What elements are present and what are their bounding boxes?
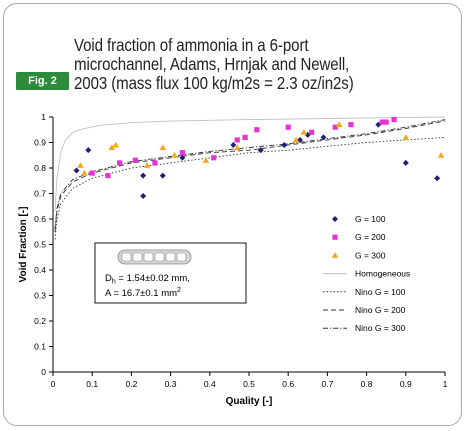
x-tick-label: 0.1: [86, 379, 98, 389]
data-point-g-100: [434, 175, 441, 182]
channel-port: [121, 252, 132, 262]
y-tick-label: 0.1: [34, 342, 46, 352]
legend-marker: [332, 234, 338, 240]
x-tick-label: 0.7: [321, 379, 333, 389]
y-tick-label: 0: [41, 367, 46, 377]
data-point-g-200: [179, 150, 185, 156]
data-point-g-300: [108, 144, 116, 151]
series-line-nino-g-300: [54, 119, 446, 230]
legend-label: Nino G = 100: [355, 287, 406, 297]
series-line-nino-g-200: [54, 120, 446, 232]
y-tick-label: 0.3: [34, 291, 46, 301]
y-tick-label: 1: [41, 112, 46, 122]
data-point-g-200: [391, 116, 397, 123]
x-tick-label: 0.3: [165, 379, 177, 389]
data-point-g-200: [332, 124, 338, 130]
data-point-g-300: [112, 141, 120, 148]
data-point-g-300: [402, 134, 410, 140]
y-tick-label: 0.8: [34, 163, 46, 173]
legend-label: Homogeneous: [355, 269, 410, 279]
channel-port: [132, 252, 143, 262]
data-point-g-300: [143, 162, 151, 168]
title-line-1: Void fraction of ammonia in a 6-port: [74, 35, 309, 55]
channel-port: [165, 252, 176, 262]
data-point-g-300: [171, 151, 178, 158]
data-point-g-300: [159, 144, 167, 151]
legend-label: Nino G = 300: [355, 323, 406, 333]
data-point-g-200: [242, 134, 248, 140]
channel-port: [176, 252, 187, 262]
data-point-g-200: [309, 129, 315, 135]
legend-label: G = 200: [355, 232, 386, 242]
data-point-g-100: [140, 193, 147, 200]
data-point-g-300: [77, 162, 84, 168]
x-tick-label: 0.6: [282, 379, 294, 389]
legend-label: G = 100: [355, 214, 386, 224]
data-point-g-200: [254, 127, 260, 133]
data-point-g-300: [292, 136, 300, 143]
data-point-g-200: [383, 119, 389, 125]
data-point-g-300: [437, 151, 445, 158]
data-point-g-200: [105, 173, 111, 179]
data-point-g-300: [335, 121, 343, 128]
data-point-g-300: [233, 144, 241, 151]
data-point-g-100: [281, 142, 288, 149]
legend-marker: [332, 216, 338, 222]
y-tick-label: 0.9: [34, 138, 46, 148]
data-point-g-200: [89, 170, 95, 176]
y-axis-label: Void Fraction [-]: [18, 207, 29, 283]
data-point-g-100: [159, 172, 166, 179]
data-point-g-100: [179, 154, 186, 161]
data-point-g-200: [234, 137, 240, 143]
data-point-g-100: [402, 159, 409, 166]
series-line-nino-g-100: [54, 136, 446, 240]
legend-label: Nino G = 200: [355, 305, 406, 315]
y-tick-label: 0.2: [34, 316, 46, 326]
annotation-area: A = 16.7±0.1 mm2: [105, 287, 181, 299]
data-point-g-100: [257, 147, 264, 154]
figure-frame: [3, 3, 462, 426]
legend-label: G = 300: [355, 250, 386, 260]
data-point-g-300: [300, 129, 308, 135]
x-tick-label: 0.4: [204, 379, 216, 389]
channel-port: [154, 252, 165, 262]
data-point-g-300: [81, 169, 88, 176]
data-point-g-100: [85, 147, 92, 154]
y-tick-label: 0.6: [34, 214, 46, 224]
x-tick-label: 0: [51, 379, 56, 389]
data-point-g-300: [202, 157, 210, 163]
data-point-g-100: [230, 142, 237, 149]
legend-marker: [331, 252, 339, 258]
x-tick-label: 0.9: [400, 379, 412, 389]
y-tick-label: 0.7: [34, 189, 46, 199]
chart-title: Void fraction of ammonia in a 6-port mic…: [74, 36, 401, 93]
channel-port: [143, 252, 154, 262]
x-tick-label: 0.8: [361, 379, 373, 389]
title-line-2: microchannel, Adams, Hrnjak and Newell,: [74, 54, 350, 74]
data-point-g-200: [132, 157, 138, 163]
y-tick-label: 0.4: [34, 265, 46, 275]
figure-badge: Fig. 2: [16, 72, 69, 90]
data-point-g-100: [73, 167, 80, 174]
data-point-g-200: [152, 160, 158, 166]
x-tick-label: 0.5: [243, 379, 255, 389]
data-point-g-200: [211, 155, 217, 161]
data-point-g-100: [320, 134, 327, 141]
x-axis-label: Quality [-]: [226, 396, 273, 407]
data-point-g-200: [117, 160, 123, 166]
x-tick-label: 1: [443, 379, 448, 389]
annotation-hydraulic-diameter: Dh = 1.54±0.02 mm,: [105, 273, 190, 286]
data-point-g-200: [285, 124, 291, 130]
y-tick-label: 0.5: [34, 240, 46, 250]
title-line-3: 2003 (mass flux 100 kg/m2s = 2.3 oz/in2s…: [74, 73, 354, 93]
series-line-homogeneous: [54, 116, 446, 212]
data-point-g-200: [348, 122, 354, 128]
x-tick-label: 0.2: [125, 379, 137, 389]
data-point-g-100: [140, 172, 147, 179]
data-point-g-200: [379, 119, 385, 125]
